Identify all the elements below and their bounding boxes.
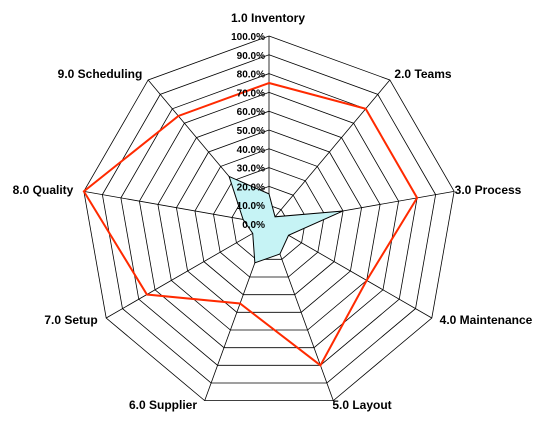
tick-label: 10.0%: [237, 201, 265, 212]
axis-spoke-2: [268, 79, 391, 225]
tick-label: 50.0%: [237, 126, 265, 137]
tick-label: 70.0%: [237, 88, 265, 99]
category-label: 9.0 Scheduling: [58, 67, 143, 81]
tick-label: 20.0%: [237, 182, 265, 193]
tick-label: 40.0%: [237, 145, 265, 156]
grid-layer: [83, 35, 455, 402]
grid-ring-4: [194, 148, 344, 296]
category-label: 7.0 Setup: [44, 313, 97, 327]
grid-ring-7: [138, 91, 400, 349]
category-label: 6.0 Supplier: [129, 398, 197, 412]
category-label: 3.0 Process: [455, 183, 522, 197]
tick-label: 30.0%: [237, 164, 265, 175]
tick-label: 80.0%: [237, 70, 265, 81]
tick-label-layer: 0.0% 10.0% 20.0% 30.0% 40.0% 50.0% 60.0% 70.0% 8…: [231, 32, 265, 231]
axis-spoke-4: [268, 223, 433, 319]
category-label: 1.0 Inventory: [231, 11, 305, 25]
grid-ring-3: [213, 167, 325, 278]
tick-label: 100.0%: [231, 32, 265, 43]
grid-ring-5: [176, 129, 362, 313]
tick-label: 0.0%: [242, 220, 265, 231]
category-label: 2.0 Teams: [394, 67, 451, 81]
grid-ring-6: [157, 110, 381, 331]
series-2-polygon: [228, 175, 344, 264]
tick-label: 90.0%: [237, 51, 265, 62]
grid-ring-9: [101, 54, 437, 384]
series-1-polygon: [82, 81, 419, 367]
tick-label: 60.0%: [237, 107, 265, 118]
category-label: 4.0 Maintenance: [440, 313, 533, 327]
series-layer: [82, 81, 419, 367]
axis-spoke-7: [105, 223, 270, 319]
category-label: 8.0 Quality: [13, 183, 74, 197]
category-label: 5.0 Layout: [332, 398, 391, 412]
category-label-layer: 1.0 Inventory 2.0 Teams 3.0 Process 4.0 Mai…: [13, 11, 533, 412]
grid-ring-10: [83, 35, 455, 402]
axis-spoke-8: [83, 190, 270, 225]
